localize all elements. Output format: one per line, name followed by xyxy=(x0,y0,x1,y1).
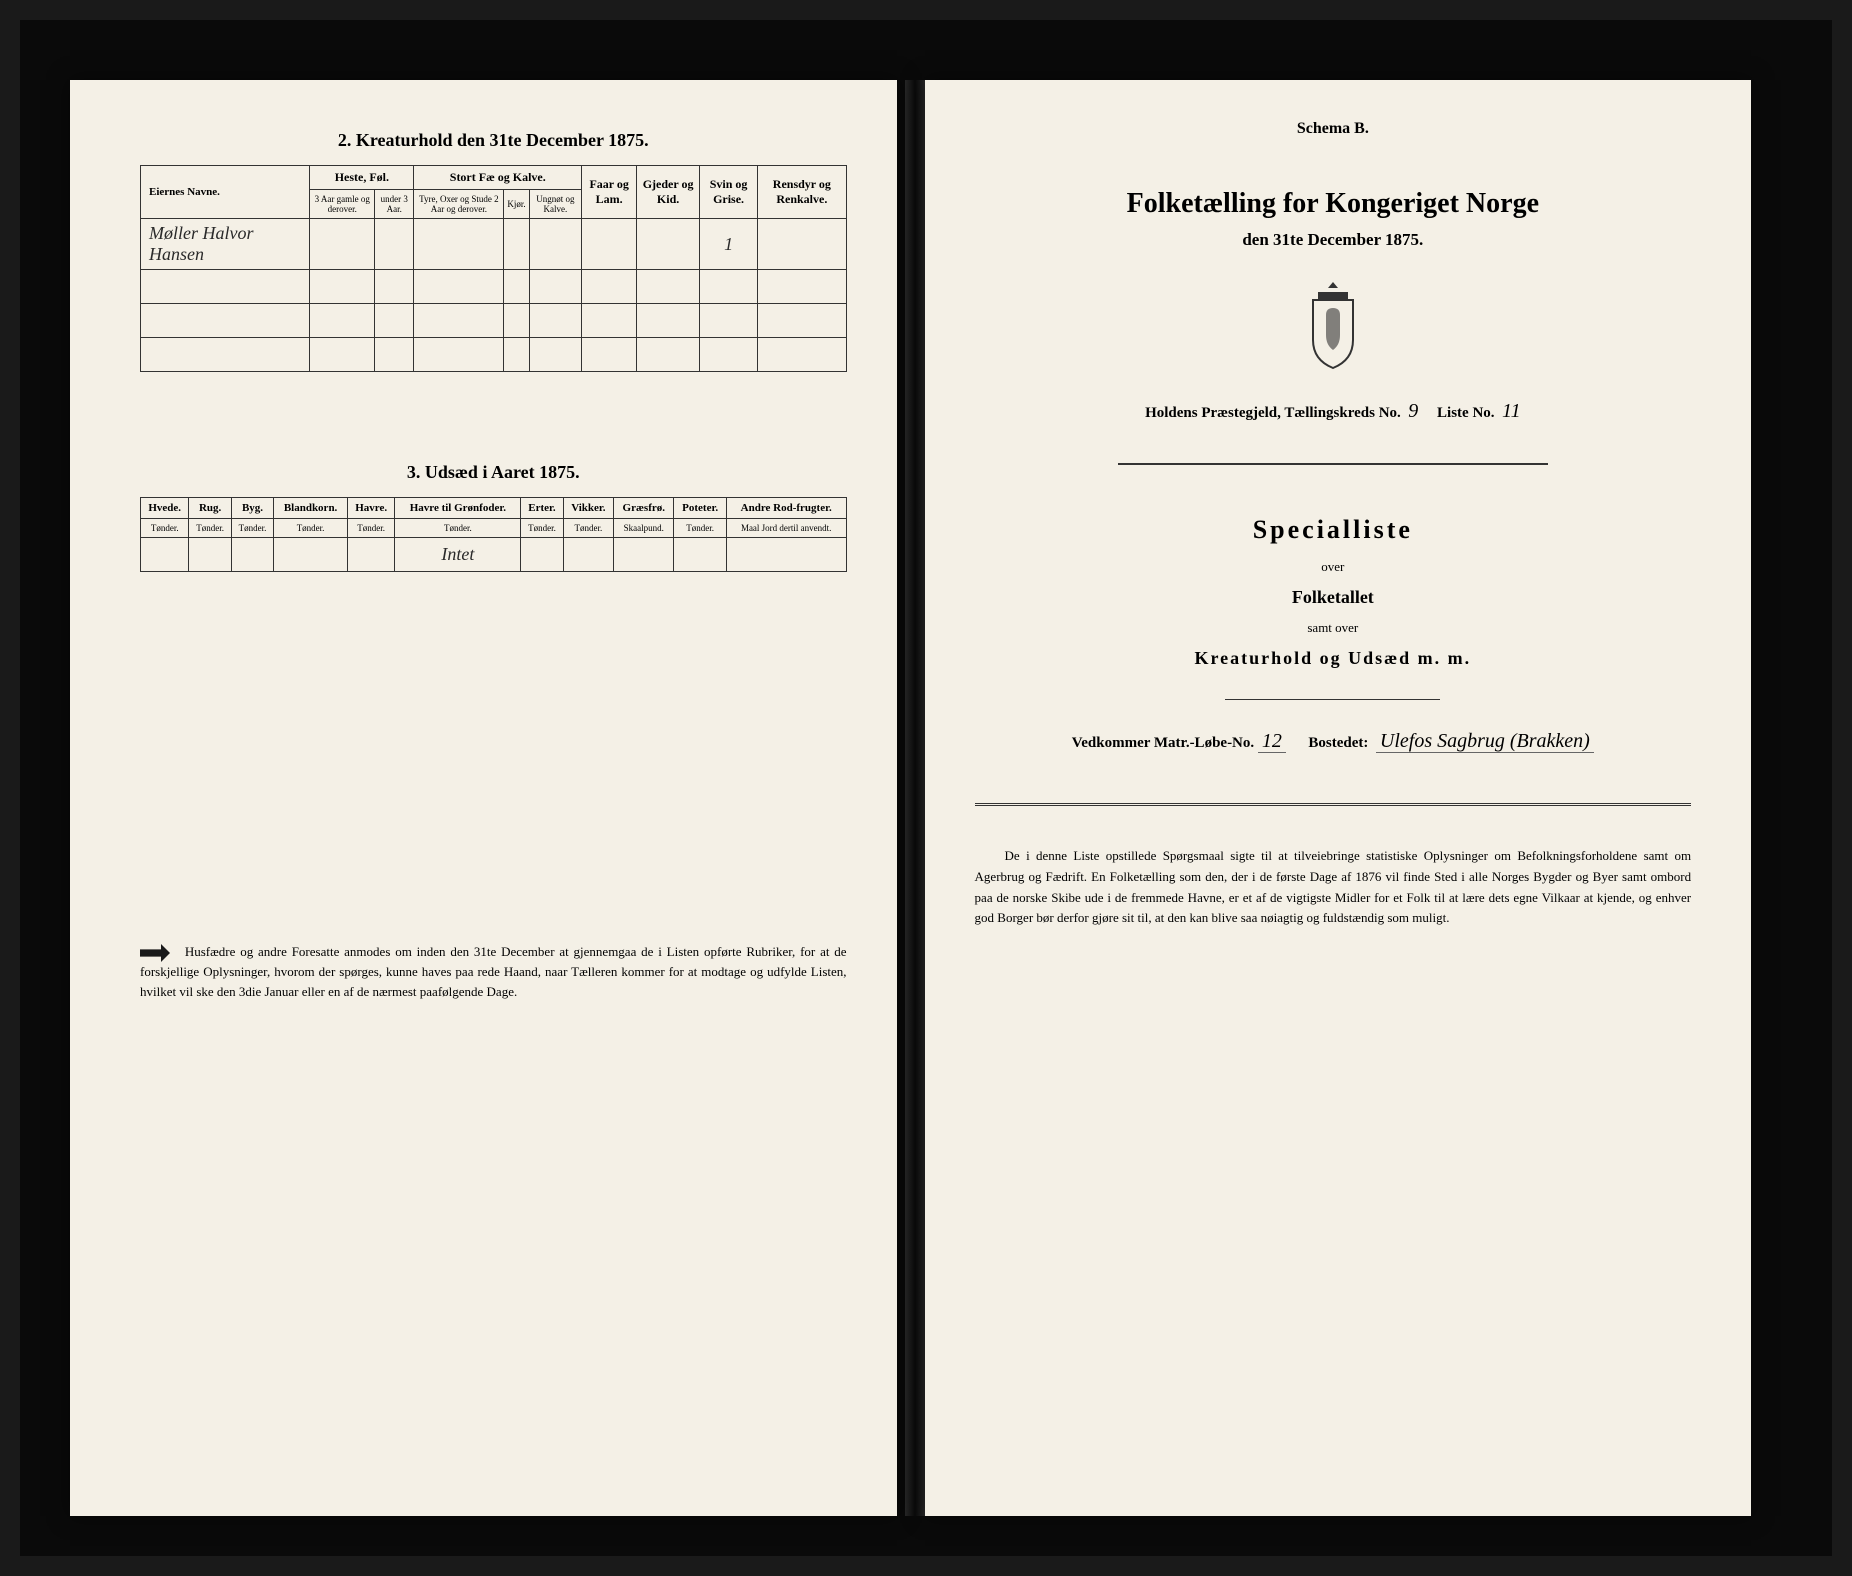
svin-value: 1 xyxy=(699,219,757,270)
th-erter: Erter. xyxy=(521,498,563,519)
table-row: Møller Halvor Hansen 1 xyxy=(141,219,847,270)
th-hvede: Hvede. xyxy=(141,498,189,519)
th-stort: Stort Fæ og Kalve. xyxy=(414,166,582,190)
th-rug: Rug. xyxy=(189,498,231,519)
th-havre: Havre. xyxy=(347,498,394,519)
special-title: Specialliste xyxy=(975,515,1692,545)
th-andre: Andre Rod-frugter. xyxy=(726,498,846,519)
section3-title: 3. Udsæd i Aaret 1875. xyxy=(140,462,847,483)
praestegjeld-line: Holdens Præstegjeld, Tællingskreds No. 9… xyxy=(975,400,1692,423)
left-page: 2. Kreaturhold den 31te December 1875. E… xyxy=(70,80,897,1516)
table-row xyxy=(141,304,847,338)
th-heste1: 3 Aar gamle og derover. xyxy=(310,190,375,219)
matr-no: 12 xyxy=(1258,730,1286,753)
coat-of-arms-icon xyxy=(1298,280,1368,370)
table-row xyxy=(141,338,847,372)
table-row xyxy=(141,270,847,304)
table-udsaed: Hvede. Rug. Byg. Blandkorn. Havre. Havre… xyxy=(140,497,847,572)
th-heste2: under 3 Aar. xyxy=(375,190,414,219)
th-gjeder: Gjeder og Kid. xyxy=(637,166,700,219)
th-graes: Græsfrø. xyxy=(614,498,674,519)
over-text: over xyxy=(975,559,1692,575)
th-heste: Heste, Føl. xyxy=(310,166,414,190)
folketallet-text: Folketallet xyxy=(975,587,1692,608)
th-stort1: Tyre, Oxer og Stude 2 Aar og derover. xyxy=(414,190,504,219)
havre-gron-value: Intet xyxy=(395,538,521,572)
th-faar: Faar og Lam. xyxy=(582,166,637,219)
table-row: Intet xyxy=(141,538,847,572)
liste-no: 11 xyxy=(1502,400,1521,422)
th-stort3: Ungnøt og Kalve. xyxy=(529,190,581,219)
th-rens: Rensdyr og Renkalve. xyxy=(758,166,846,219)
scan-frame: 2. Kreaturhold den 31te December 1875. E… xyxy=(20,20,1832,1556)
samt-over-text: samt over xyxy=(975,620,1692,636)
pointer-hand-icon xyxy=(140,944,170,962)
th-svin: Svin og Grise. xyxy=(699,166,757,219)
sub-title: den 31te December 1875. xyxy=(975,230,1692,250)
book-gutter xyxy=(905,80,925,1516)
section2-title: 2. Kreaturhold den 31te December 1875. xyxy=(140,130,847,151)
owner-name: Møller Halvor Hansen xyxy=(141,219,310,270)
kreaturhold-text: Kreaturhold og Udsæd m. m. xyxy=(975,648,1692,669)
th-vikker: Vikker. xyxy=(563,498,613,519)
table-kreaturhold: Eiernes Navne. Heste, Føl. Stort Fæ og K… xyxy=(140,165,847,372)
vedkommer-line: Vedkommer Matr.-Løbe-No. 12 Bostedet: Ul… xyxy=(975,730,1692,753)
left-footnote: Husfædre og andre Foresatte anmodes om i… xyxy=(140,942,847,1001)
th-havre-gron: Havre til Grønfoder. xyxy=(395,498,521,519)
right-footnote: De i denne Liste opstillede Spørgsmaal s… xyxy=(975,846,1692,929)
bostedet-value: Ulefos Sagbrug (Brakken) xyxy=(1376,730,1594,753)
right-page: Schema B. Folketælling for Kongeriget No… xyxy=(925,80,1752,1516)
th-stort2: Kjør. xyxy=(504,190,529,219)
schema-label: Schema B. xyxy=(975,120,1692,138)
main-title: Folketælling for Kongeriget Norge xyxy=(975,188,1692,220)
th-eierne: Eiernes Navne. xyxy=(141,166,310,219)
th-poteter: Poteter. xyxy=(674,498,726,519)
th-bland: Blandkorn. xyxy=(274,498,348,519)
th-byg: Byg. xyxy=(231,498,273,519)
kreds-no: 9 xyxy=(1408,400,1418,422)
